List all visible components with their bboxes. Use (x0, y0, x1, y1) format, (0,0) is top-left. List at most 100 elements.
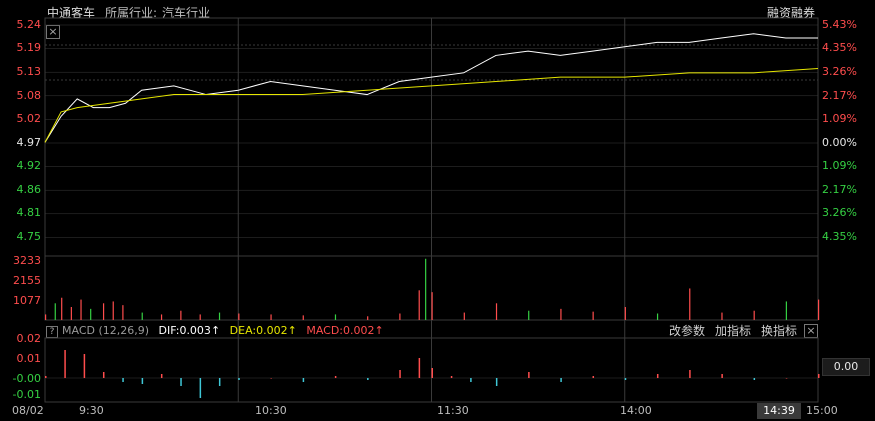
volume-bar (102, 303, 105, 320)
price-lines (44, 33, 819, 143)
macd-bar (450, 376, 453, 378)
macd-bar (302, 378, 305, 382)
pct-tick: 2.17% (822, 89, 857, 102)
volume-bar (141, 312, 143, 320)
volume-bar (624, 307, 626, 320)
macd-value: MACD:0.002 (306, 324, 375, 337)
chart-grid (44, 17, 819, 403)
macd-bar (560, 378, 562, 382)
time-tick: 15:00 (806, 404, 838, 417)
volume-bar (218, 312, 221, 320)
macd-tick: -0.00 (12, 372, 41, 385)
price-tick: 5.19 (16, 41, 42, 54)
time-tick: 14:00 (620, 404, 652, 417)
macd-bar (238, 378, 240, 380)
macd-bar (528, 372, 530, 378)
macd-tick: -0.01 (12, 388, 41, 401)
volume-bar (70, 307, 72, 320)
price-line (44, 33, 818, 143)
margin-trading-link[interactable]: 融资融券 (767, 6, 816, 20)
volume-bar (399, 313, 401, 320)
volume-bar (560, 308, 562, 320)
macd-bar (83, 354, 86, 378)
date-label: 08/02 (12, 404, 44, 417)
volume-bar (753, 310, 755, 320)
volume-bar (80, 299, 82, 320)
price-tick: 5.08 (16, 89, 42, 102)
pct-tick: 4.35% (822, 41, 857, 54)
macd-bar (399, 370, 401, 378)
volume-bar (122, 305, 124, 320)
dif-value: DIF:0.003 (158, 324, 211, 337)
macd-bar (367, 378, 369, 380)
macd-bar (102, 372, 105, 378)
macd-title[interactable]: MACD (12,26,9) (62, 324, 150, 337)
volume-bar (785, 301, 787, 320)
volume-bar (818, 299, 820, 320)
add-indicator-button[interactable]: 加指标 (715, 324, 752, 338)
pct-tick: 4.35% (822, 230, 857, 243)
close-icon[interactable]: × (46, 25, 60, 39)
volume-bar (528, 310, 530, 320)
up-arrow-icon: ↑ (210, 324, 221, 337)
volume-bar (180, 310, 182, 320)
macd-bar (64, 350, 66, 378)
volume-bar (656, 313, 659, 320)
macd-bar (180, 378, 182, 386)
volume-bar (160, 314, 163, 320)
macd-bar (721, 374, 723, 378)
price-tick: 5.24 (16, 18, 42, 31)
macd-bar (470, 378, 472, 382)
macd-bar (141, 378, 144, 384)
macd-bar (785, 378, 788, 379)
volume-bar (431, 292, 433, 320)
volume-bar (54, 303, 56, 320)
average-price-line (44, 67, 819, 143)
pct-tick: 5.43% (822, 18, 857, 31)
volume-bars (45, 258, 820, 320)
time-tick: 10:30 (255, 404, 287, 417)
current-time-badge: 14:39 (757, 403, 801, 419)
volume-bar (418, 290, 420, 320)
time-tick: 11:30 (437, 404, 469, 417)
macd-bar (122, 378, 124, 382)
pct-tick: 3.26% (822, 65, 857, 78)
volume-bar (302, 315, 304, 320)
macd-header: ? MACD (12,26,9) DIF:0.003↑ DEA:0.002↑ MA… (46, 323, 384, 339)
volume-bar (425, 258, 427, 320)
industry-value[interactable]: 汽车行业 (162, 6, 211, 20)
macd-bar (160, 374, 163, 378)
macd-bar (624, 378, 627, 380)
macd-bar (431, 368, 433, 378)
price-tick: 5.02 (16, 112, 42, 125)
price-tick: 4.75 (16, 230, 42, 243)
up-arrow-icon: ↑ (374, 324, 384, 337)
macd-histogram (45, 350, 820, 398)
macd-current-value: 0.00 (822, 358, 870, 376)
macd-bar (418, 358, 421, 378)
pct-tick: 3.26% (822, 206, 857, 219)
up-arrow-icon: ↑ (287, 324, 297, 337)
pct-tick: 2.17% (822, 183, 857, 196)
macd-bar (45, 376, 47, 378)
volume-bar (90, 308, 92, 320)
time-tick: 9:30 (79, 404, 104, 417)
volume-tick: 2155 (13, 274, 41, 287)
macd-bar (495, 378, 498, 386)
change-params-button[interactable]: 改参数 (669, 324, 706, 338)
price-tick: 4.86 (16, 183, 42, 196)
price-tick: 5.13 (16, 65, 42, 78)
macd-bar (753, 378, 756, 380)
volume-bar (495, 303, 498, 320)
volume-bar (334, 314, 337, 320)
volume-bar (367, 316, 369, 320)
switch-indicator-button[interactable]: 换指标 (761, 324, 798, 338)
macd-tick: 0.01 (16, 352, 42, 365)
pct-tick: 1.09% (822, 159, 857, 172)
pct-tick: 1.09% (822, 112, 857, 125)
stock-name: 中通客车 (47, 6, 96, 20)
volume-tick: 3233 (13, 254, 41, 267)
macd-bar (270, 378, 272, 379)
macd-bar (689, 370, 691, 378)
